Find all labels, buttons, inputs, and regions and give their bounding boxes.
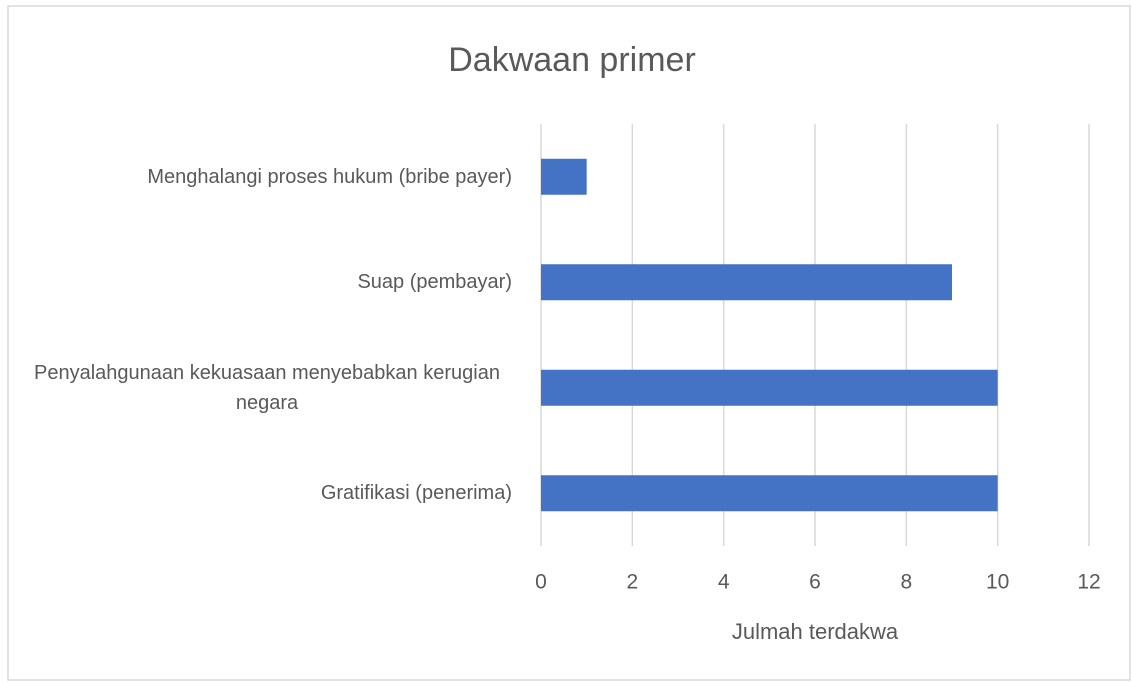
bar [541,475,998,512]
chart-title: Dakwaan primer [448,41,696,79]
bar [541,369,998,406]
x-tick-label: 0 [535,571,547,594]
y-tick-label-box: Gratifikasi (penerima) [12,478,512,508]
y-tick-label: Suap (pembayar) [357,271,512,294]
x-tick-label: 8 [900,571,912,594]
y-tick-label-box: Menghalangi proses hukum (bribe payer) [12,162,512,192]
x-tick-label: 12 [1077,571,1100,594]
y-tick-label: Penyalahgunaan kekuasaan menyebabkan ker… [34,361,500,414]
x-tick-label: 4 [718,571,730,594]
y-tick-label: Menghalangi proses hukum (bribe payer) [147,165,512,188]
x-tick-label: 2 [626,571,638,594]
y-tick-label: Gratifikasi (penerima) [320,482,512,505]
bar [541,264,952,301]
chart-border [7,5,1131,681]
bar [541,158,587,195]
x-tick-label: 10 [986,571,1009,594]
y-tick-label-box: Suap (pembayar) [12,267,512,297]
y-tick-label-box: Penyalahgunaan kekuasaan menyebabkan ker… [12,358,512,418]
x-axis-label: Julmah terdakwa [732,619,899,644]
x-tick-label: 6 [809,571,821,594]
